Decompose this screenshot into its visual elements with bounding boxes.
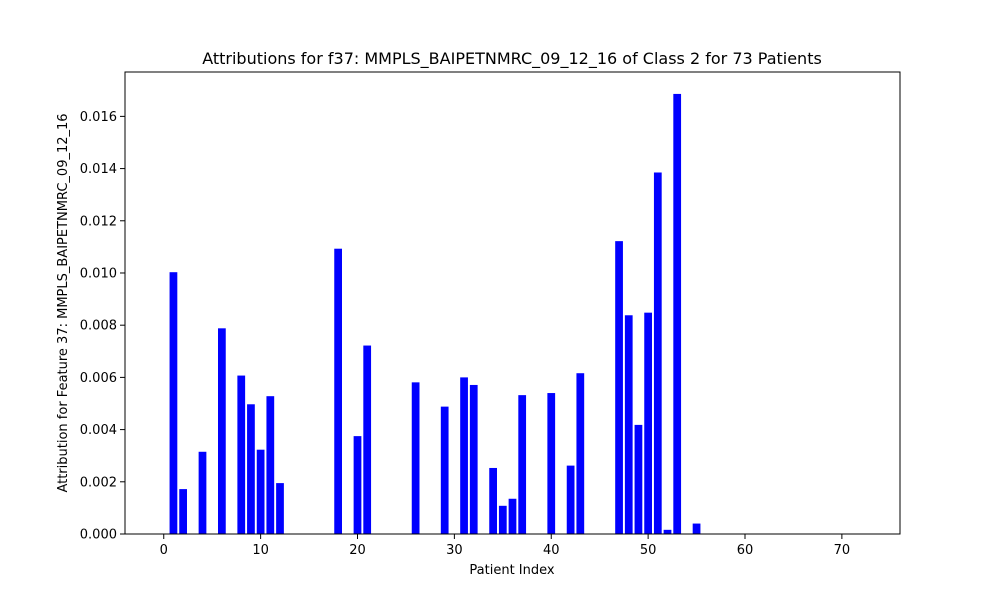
bar-patient-6 xyxy=(218,328,226,534)
y-axis: 0.000 0.002 0.004 0.006 0.008 0.010 0.012 0.014… xyxy=(80,110,125,543)
bar-patient-32 xyxy=(469,384,478,534)
bar-patient-37 xyxy=(518,395,527,534)
x-tick-label: 50 xyxy=(640,543,657,558)
bar-patient-12 xyxy=(276,483,284,534)
bar-patient-40 xyxy=(547,393,556,534)
plot-frame xyxy=(124,71,901,535)
bar-patient-47 xyxy=(615,241,623,534)
bar-patient-31 xyxy=(460,377,468,534)
bar-patient-1 xyxy=(169,272,178,534)
bar-patient-34 xyxy=(489,467,497,534)
bar-patient-10 xyxy=(256,449,265,534)
y-tick-label: 0.004 xyxy=(80,423,117,438)
bar-patient-18 xyxy=(334,248,342,534)
x-tick-label: 30 xyxy=(446,543,463,558)
bar-patient-48 xyxy=(624,315,633,534)
y-tick-label: 0.014 xyxy=(80,162,117,177)
x-tick-label: 10 xyxy=(252,543,269,558)
x-tick-label: 0 xyxy=(160,543,168,558)
bar-patient-21 xyxy=(363,345,372,534)
bar-patient-4 xyxy=(198,451,207,534)
bar-patient-51 xyxy=(653,172,662,535)
bar-patient-42 xyxy=(566,465,575,534)
y-axis-label: Attribution for Feature 37: MMPLS_BAIPET… xyxy=(56,113,71,492)
bar-patient-29 xyxy=(440,406,449,534)
bar-patient-50 xyxy=(644,312,652,534)
x-tick-label: 40 xyxy=(543,543,560,558)
chart-title: Attributions for f37: MMPLS_BAIPETNMRC_0… xyxy=(202,49,822,69)
bar-patient-35 xyxy=(498,505,507,534)
bar-patient-43 xyxy=(576,373,585,534)
bar-patient-55 xyxy=(692,523,701,534)
x-tick-label: 20 xyxy=(349,543,366,558)
bar-patient-9 xyxy=(247,404,255,534)
bar-patient-11 xyxy=(266,396,275,534)
x-axis: 0 10 20 30 40 50 60 70 xyxy=(160,534,851,558)
bars-group xyxy=(169,93,701,535)
bar-patient-8 xyxy=(237,375,246,534)
x-axis-label: Patient Index xyxy=(469,563,554,578)
y-tick-label: 0.000 xyxy=(80,528,117,543)
bar-patient-2 xyxy=(179,489,187,534)
x-tick-label: 70 xyxy=(834,543,851,558)
bar-patient-20 xyxy=(353,436,362,534)
y-tick-label: 0.010 xyxy=(80,266,117,281)
y-tick-label: 0.002 xyxy=(80,475,117,490)
y-tick-label: 0.006 xyxy=(80,371,117,386)
y-tick-label: 0.008 xyxy=(80,319,117,334)
bar-patient-36 xyxy=(508,498,517,534)
bar-patient-26 xyxy=(411,382,420,534)
bar-patient-52 xyxy=(663,529,672,534)
x-tick-label: 60 xyxy=(737,543,754,558)
bar-patient-53 xyxy=(673,93,682,535)
y-tick-label: 0.012 xyxy=(80,214,117,229)
y-tick-label: 0.016 xyxy=(80,110,117,125)
bar-patient-49 xyxy=(634,424,643,534)
